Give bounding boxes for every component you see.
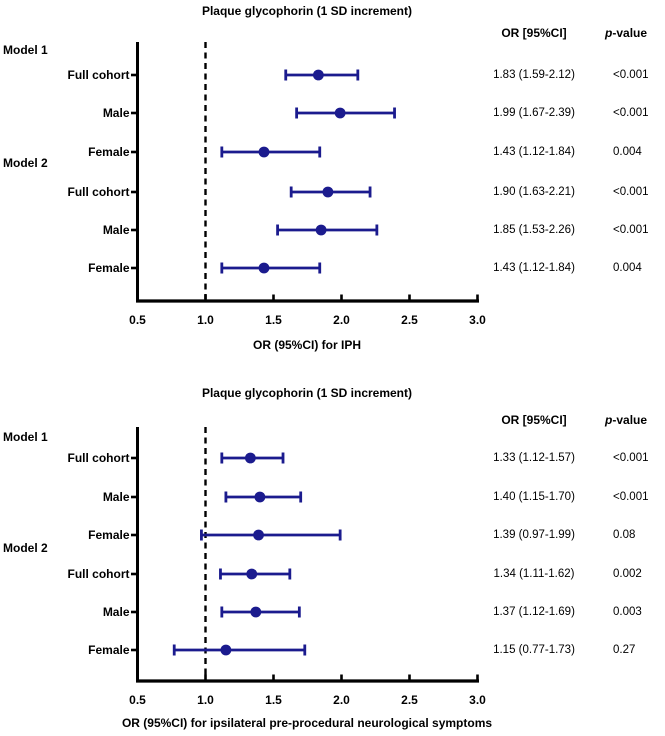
row-label: Male bbox=[103, 605, 130, 619]
chart-title: Plaque glycophorin (1 SD increment) bbox=[202, 386, 412, 400]
row-label: Male bbox=[103, 223, 130, 237]
x-tick-label: 1.5 bbox=[265, 693, 282, 707]
or-ci-value: 1.33 (1.12-1.57) bbox=[493, 452, 575, 464]
row-label: Female bbox=[88, 261, 130, 275]
or-ci-value: 1.37 (1.12-1.69) bbox=[493, 606, 575, 618]
p-value: <0.001 bbox=[613, 107, 649, 119]
p-value: 0.004 bbox=[613, 146, 642, 158]
or-ci-value: 1.99 (1.67-2.39) bbox=[493, 107, 575, 119]
p-value: <0.001 bbox=[613, 69, 649, 81]
p-value: 0.27 bbox=[613, 644, 635, 656]
x-tick-label: 1.5 bbox=[265, 313, 282, 327]
or-ci-value: 1.43 (1.12-1.84) bbox=[493, 262, 575, 274]
or-marker bbox=[250, 606, 262, 618]
row-label: Full cohort bbox=[68, 68, 130, 82]
or-marker bbox=[244, 452, 256, 464]
or-ci-value: 1.43 (1.12-1.84) bbox=[493, 146, 575, 158]
forest-plot-symptoms-panel: Plaque glycophorin (1 SD increment) OR [9… bbox=[3, 386, 649, 730]
x-tick-label: 0.5 bbox=[129, 313, 146, 327]
x-tick-label: 2.5 bbox=[401, 693, 418, 707]
x-tick-label: 1.0 bbox=[197, 693, 214, 707]
or-marker bbox=[258, 146, 270, 158]
row-label: Female bbox=[88, 528, 130, 542]
p-value: <0.001 bbox=[613, 186, 649, 198]
p-value: <0.001 bbox=[613, 224, 649, 236]
or-marker bbox=[253, 529, 264, 541]
or-marker bbox=[258, 262, 270, 274]
forest-plot-iph-panel: Plaque glycophorin (1 SD increment) OR [9… bbox=[3, 4, 649, 352]
or-ci-value: 1.15 (0.77-1.73) bbox=[493, 644, 575, 656]
or-ci-column-header: OR [95%CI] bbox=[501, 413, 566, 427]
p-value: <0.001 bbox=[613, 491, 649, 503]
or-marker bbox=[220, 644, 232, 656]
x-tick-label: 3.0 bbox=[469, 313, 486, 327]
chart-title: Plaque glycophorin (1 SD increment) bbox=[202, 4, 412, 18]
or-marker bbox=[312, 69, 324, 81]
row-label: Female bbox=[88, 643, 130, 657]
p-value-column-header: p-value bbox=[604, 26, 647, 40]
group-label: Model 1 bbox=[3, 430, 48, 444]
x-axis-title: OR (95%CI) for ipsilateral pre-procedura… bbox=[122, 716, 492, 730]
or-ci-value: 1.90 (1.63-2.21) bbox=[493, 186, 575, 198]
row-label: Male bbox=[103, 490, 130, 504]
or-ci-value: 1.39 (0.97-1.99) bbox=[493, 529, 575, 541]
x-tick-label: 2.0 bbox=[333, 313, 350, 327]
or-ci-value: 1.83 (1.59-2.12) bbox=[493, 69, 575, 81]
x-tick-label: 2.5 bbox=[401, 313, 418, 327]
row-label: Male bbox=[103, 106, 130, 120]
or-marker bbox=[246, 568, 258, 580]
or-ci-value: 1.40 (1.15-1.70) bbox=[493, 491, 575, 503]
group-label: Model 2 bbox=[3, 156, 48, 170]
row-label: Full cohort bbox=[68, 185, 130, 199]
or-ci-value: 1.34 (1.11-1.62) bbox=[494, 568, 575, 580]
x-axis-title: OR (95%CI) for IPH bbox=[253, 338, 361, 352]
or-marker bbox=[334, 107, 346, 119]
row-label: Full cohort bbox=[68, 567, 130, 581]
or-marker bbox=[315, 224, 327, 236]
group-label: Model 2 bbox=[3, 541, 48, 555]
p-value-column-header: p-value bbox=[604, 413, 647, 427]
p-value: 0.003 bbox=[613, 606, 642, 618]
row-label: Female bbox=[88, 145, 130, 159]
or-marker bbox=[254, 491, 266, 503]
or-ci-value: 1.85 (1.53-2.26) bbox=[493, 224, 575, 236]
p-value: 0.004 bbox=[613, 262, 642, 274]
or-ci-column-header: OR [95%CI] bbox=[501, 26, 566, 40]
p-value: 0.002 bbox=[613, 568, 642, 580]
row-label: Full cohort bbox=[68, 451, 130, 465]
p-value: <0.001 bbox=[613, 452, 649, 464]
group-label: Model 1 bbox=[3, 43, 48, 57]
or-marker bbox=[322, 186, 334, 198]
x-tick-label: 1.0 bbox=[197, 313, 214, 327]
x-tick-label: 2.0 bbox=[333, 693, 350, 707]
x-tick-label: 0.5 bbox=[129, 693, 146, 707]
x-tick-label: 3.0 bbox=[469, 693, 486, 707]
p-value: 0.08 bbox=[613, 529, 635, 541]
